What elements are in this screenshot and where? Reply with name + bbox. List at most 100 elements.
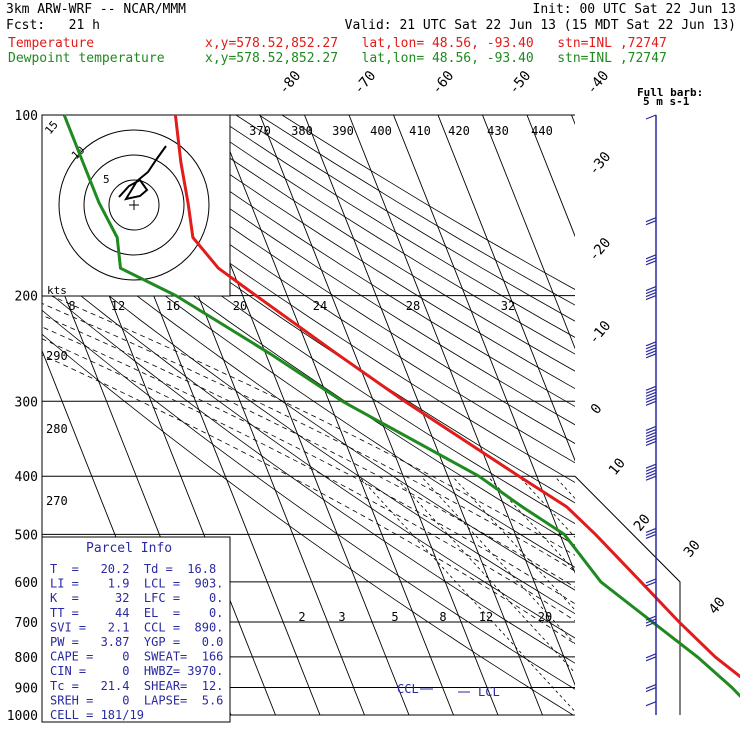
wind-barb	[645, 527, 657, 533]
dry-adiabat	[258, 115, 575, 306]
full-barb-note: Full barb:	[637, 86, 703, 99]
lcl-label: LCL	[478, 685, 500, 699]
parcel-info-row: PW = 3.87 YGP = 0.0	[50, 635, 223, 649]
wind-barb	[645, 385, 657, 391]
wind-barb	[645, 472, 657, 478]
dewpoint-legend: Dewpoint temperature	[8, 51, 165, 66]
isotherm-line	[661, 115, 740, 715]
mixing-ratio-line	[420, 475, 575, 645]
theta-label: 420	[448, 124, 470, 138]
wind-barb	[645, 434, 657, 440]
mixing-ratio-label: 20	[538, 610, 552, 624]
wind-barb	[645, 425, 657, 431]
wind-barb	[645, 289, 657, 295]
mixing-ratio-label: 32	[501, 299, 515, 313]
wind-barb	[645, 286, 657, 292]
pressure-tick-label: 1000	[7, 709, 38, 724]
pressure-tick-label: 300	[15, 395, 38, 410]
parcel-info-row: LI = 1.9 LCL = 903.	[50, 577, 223, 591]
moist-adiabat-lines	[42, 295, 575, 645]
mixing-ratio-lines	[358, 475, 575, 713]
wind-barb	[645, 341, 657, 347]
hodograph-ring	[83, 154, 185, 256]
dry-adiabat	[42, 333, 574, 715]
dry-adiabat	[42, 201, 575, 568]
parcel-info-box: Parcel Info T = 20.2 Td = 16.8LI = 1.9 LC…	[41, 536, 231, 723]
isotherm-label: 10	[606, 455, 629, 478]
wind-barb	[645, 394, 657, 400]
mixing-ratio-label: 5	[391, 610, 398, 624]
wind-barb	[645, 653, 657, 659]
dry-adiabat	[42, 161, 575, 525]
mixing-ratio-label: 8	[439, 610, 446, 624]
isotherm-line	[437, 115, 575, 462]
wind-barb	[645, 466, 657, 472]
theta-label: 280	[46, 422, 68, 436]
wind-barb	[645, 254, 657, 260]
isotherm-line	[482, 115, 575, 350]
wind-barb	[645, 615, 657, 621]
mixing-ratio-line	[358, 475, 575, 713]
parcel-info-row: T = 20.2 Td = 16.8	[50, 562, 216, 576]
dry-adiabat	[143, 115, 575, 390]
dry-adiabat	[74, 115, 575, 444]
wind-barb	[645, 533, 657, 539]
wind-barb	[645, 578, 657, 584]
dry-adiabat	[120, 115, 575, 407]
mixing-ratio-label: 8	[68, 299, 75, 313]
dry-adiabat	[166, 115, 575, 372]
sounding-profiles	[62, 114, 740, 699]
isotherm-label: 0	[588, 401, 606, 418]
pressure-tick-label: 100	[15, 109, 38, 124]
theta-label: 380	[291, 124, 313, 138]
theta-label: 410	[409, 124, 431, 138]
mixing-ratio-label: 24	[313, 299, 327, 313]
wind-barb	[645, 686, 657, 693]
mixing-ratio-label: 12	[479, 610, 493, 624]
mixing-ratio-label: 2	[298, 610, 305, 624]
temperature-location: x,y=578.52,852.27 lat,lon= 48.56, -93.40…	[205, 36, 667, 51]
wind-barb	[645, 397, 657, 403]
isotherm-label: -40	[584, 68, 613, 98]
temperature-legend: Temperature	[8, 36, 95, 51]
isotherm-label: -50	[506, 68, 535, 98]
mixing-ratio-label: 16	[166, 299, 180, 313]
isotherm-label: -10	[586, 318, 615, 348]
theta-label: 390	[332, 124, 354, 138]
wind-barb	[645, 350, 657, 356]
dry-adiabat	[42, 221, 575, 591]
forecast-hour: Fcst: 21 h	[6, 18, 100, 33]
mixing-ratio-line	[487, 475, 575, 572]
init-time: Init: 00 UTC Sat 22 Jun 13	[532, 2, 737, 17]
wind-barb	[645, 475, 657, 481]
parcel-info-row: SREH = 0 LAPSE= 5.6	[50, 693, 223, 707]
parcel-info-title: Parcel Info	[86, 541, 172, 556]
mixing-ratio-label: 20	[233, 299, 247, 313]
full-barb-note: 5 m s-1	[643, 95, 690, 108]
wind-barb	[645, 530, 657, 536]
mixing-ratio-label: 12	[111, 299, 125, 313]
moist-adiabat	[42, 314, 575, 588]
theta-label: 430	[487, 124, 509, 138]
dry-adiabat	[42, 181, 575, 546]
isotherm-line	[616, 115, 740, 715]
wind-barb	[645, 701, 657, 707]
dry-adiabat	[51, 115, 575, 464]
wind-barb	[645, 581, 657, 587]
wind-barbs	[645, 114, 657, 715]
wind-barb	[645, 440, 657, 446]
wind-barb	[645, 400, 657, 406]
temperature-profile	[173, 114, 740, 679]
wind-barb	[645, 469, 657, 475]
wind-barb	[645, 257, 657, 263]
parcel-info-row: CELL = 181/19	[50, 708, 144, 722]
isotherm-line	[526, 115, 575, 238]
isotherm-label: -80	[276, 68, 305, 98]
right-boundary	[574, 475, 681, 715]
parcel-info-row: Tc = 21.4 SHEAR= 12.	[50, 679, 223, 693]
wind-barb	[645, 114, 657, 120]
theta-label: 290	[46, 349, 68, 363]
wind-barb	[645, 618, 657, 624]
wind-barb	[645, 463, 657, 469]
isotherm-label: 30	[681, 537, 704, 560]
